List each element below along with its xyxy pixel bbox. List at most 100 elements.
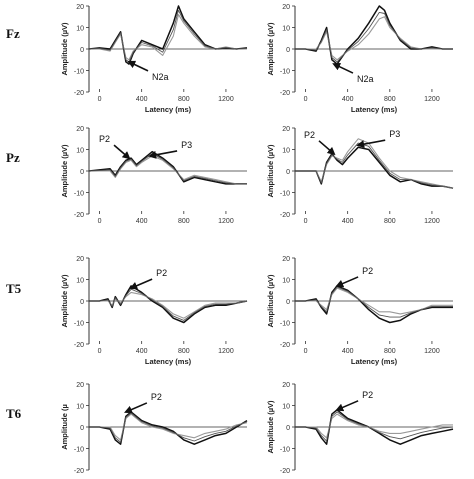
x-tick-label: 400 bbox=[136, 96, 148, 103]
series-line-black bbox=[89, 285, 248, 324]
x-tick-label: 1200 bbox=[424, 96, 440, 103]
y-tick-label: 0 bbox=[80, 425, 84, 432]
y-tick-label: 10 bbox=[76, 278, 84, 285]
y-tick-label: 20 bbox=[282, 382, 290, 389]
y-tick-label: 10 bbox=[282, 148, 290, 155]
y-tick-label: -20 bbox=[74, 342, 84, 349]
x-axis-title: Latency (ms) bbox=[351, 357, 398, 366]
y-tick-label: -20 bbox=[280, 468, 290, 474]
y-axis-title: Amplitude (µ bbox=[60, 404, 69, 450]
panel-t5-right: 20 10 0 -10 -20 0 400 800 1200 Amplitude (µV) Late… bbox=[266, 256, 453, 366]
series-line-gray bbox=[295, 413, 453, 439]
annotation-arrow bbox=[318, 140, 336, 156]
y-tick-label: -10 bbox=[74, 69, 84, 76]
annotation-arrow bbox=[335, 276, 359, 288]
y-tick-label: 0 bbox=[80, 169, 84, 176]
series-line-mean bbox=[295, 286, 453, 318]
panel-fz-right: 20 10 0 -10 -20 0 400 800 1200 Amplitude (µV) Late… bbox=[266, 4, 453, 114]
row-label-t6: T6 bbox=[6, 406, 22, 421]
annotation-arrow bbox=[113, 144, 131, 160]
y-tick-label: 20 bbox=[282, 126, 290, 133]
annotation-label-n2a: N2a bbox=[357, 74, 374, 84]
series-line-black bbox=[89, 411, 248, 445]
series-line-mean bbox=[295, 11, 453, 63]
y-tick-label: 20 bbox=[282, 256, 290, 263]
series-line-mean bbox=[295, 411, 454, 442]
y-tick-label: -10 bbox=[280, 191, 290, 198]
y-tick-label: -10 bbox=[74, 321, 84, 328]
x-tick-label: 1200 bbox=[218, 218, 234, 225]
y-tick-label: 0 bbox=[80, 299, 84, 306]
y-tick-label: -10 bbox=[280, 69, 290, 76]
y-tick-label: 20 bbox=[76, 382, 84, 389]
annotation-arrow bbox=[129, 278, 153, 290]
x-tick-label: 0 bbox=[98, 218, 102, 225]
x-tick-label: 1200 bbox=[218, 348, 234, 355]
series-line-mean bbox=[89, 288, 248, 321]
y-axis-title: Amplitude (µV) bbox=[266, 144, 275, 198]
series-line-gray bbox=[89, 413, 248, 441]
y-tick-label: -20 bbox=[280, 90, 290, 97]
y-tick-label: -20 bbox=[74, 90, 84, 97]
y-tick-label: 20 bbox=[76, 126, 84, 133]
panel-fz-left: 20 10 0 -10 -20 0 400 800 1200 Amplitude (µV) Late… bbox=[60, 4, 248, 114]
panel-t6-right: 20 10 0 -10 -20 Amplitude (µV) P2 bbox=[266, 382, 454, 475]
series-line-black bbox=[295, 409, 454, 445]
x-tick-label: 1200 bbox=[424, 218, 440, 225]
y-tick-label: -20 bbox=[74, 468, 84, 474]
series-line-gray bbox=[89, 155, 247, 185]
annotation-arrow bbox=[148, 150, 178, 159]
x-tick-label: 0 bbox=[98, 348, 102, 355]
annotation-label-n2a: N2a bbox=[152, 72, 169, 82]
annotation-label-p2: P2 bbox=[99, 134, 110, 144]
x-tick-label: 800 bbox=[178, 348, 190, 355]
series-line-mean bbox=[88, 153, 247, 185]
y-tick-label: -10 bbox=[74, 191, 84, 198]
series-line-mean bbox=[88, 9, 248, 63]
series-line-black bbox=[295, 285, 453, 324]
annotation-arrow bbox=[127, 60, 149, 72]
x-tick-label: 800 bbox=[384, 348, 396, 355]
y-tick-label: 10 bbox=[282, 278, 290, 285]
annotation-label-p2: P2 bbox=[151, 392, 162, 402]
y-axis-title: Amplitude (µV) bbox=[266, 274, 275, 328]
y-tick-label: 20 bbox=[282, 4, 290, 11]
x-axis-title: Latency (ms) bbox=[145, 105, 192, 114]
row-label-pz: Pz bbox=[6, 150, 20, 165]
x-tick-label: 800 bbox=[178, 218, 190, 225]
x-tick-label: 0 bbox=[98, 96, 102, 103]
series-line-gray bbox=[295, 16, 453, 61]
annotation-label-p2: P2 bbox=[156, 268, 167, 278]
annotation-arrow bbox=[332, 63, 354, 74]
x-axis-title: Latency (ms) bbox=[351, 105, 398, 114]
y-axis-title: Amplitude (µV) bbox=[266, 400, 275, 454]
y-tick-label: -20 bbox=[74, 212, 84, 219]
y-tick-label: 0 bbox=[286, 299, 290, 306]
y-tick-label: 0 bbox=[286, 47, 290, 54]
y-tick-label: -10 bbox=[280, 447, 290, 454]
series-line-black bbox=[88, 5, 248, 65]
y-axis-title: Amplitude (µV) bbox=[60, 274, 69, 328]
x-tick-label: 0 bbox=[304, 348, 308, 355]
x-tick-label: 400 bbox=[342, 218, 354, 225]
series-line-mean bbox=[89, 412, 248, 443]
x-tick-label: 1200 bbox=[424, 348, 440, 355]
annotation-label-p2: P2 bbox=[362, 390, 373, 400]
annotation-arrow bbox=[356, 139, 386, 149]
panel-t6-left: 20 10 0 -10 -20 Amplitude (µ P2 bbox=[60, 382, 248, 475]
annotation-label-p2: P2 bbox=[304, 130, 315, 140]
x-tick-label: 400 bbox=[136, 348, 148, 355]
y-tick-label: 20 bbox=[76, 4, 84, 11]
x-tick-label: 0 bbox=[304, 218, 308, 225]
panel-t5-left: 20 10 0 -10 -20 0 400 800 1200 Amplitude (µV) Late… bbox=[60, 256, 248, 366]
y-tick-label: 20 bbox=[76, 256, 84, 263]
annotation-arrow bbox=[124, 402, 148, 414]
row-label-t5: T5 bbox=[6, 281, 22, 296]
y-tick-label: 10 bbox=[76, 26, 84, 33]
x-tick-label: 1200 bbox=[218, 96, 234, 103]
y-tick-label: -10 bbox=[280, 321, 290, 328]
x-tick-label: 400 bbox=[342, 348, 354, 355]
x-tick-label: 800 bbox=[178, 96, 190, 103]
y-tick-label: 10 bbox=[282, 404, 290, 411]
y-tick-label: 10 bbox=[76, 148, 84, 155]
